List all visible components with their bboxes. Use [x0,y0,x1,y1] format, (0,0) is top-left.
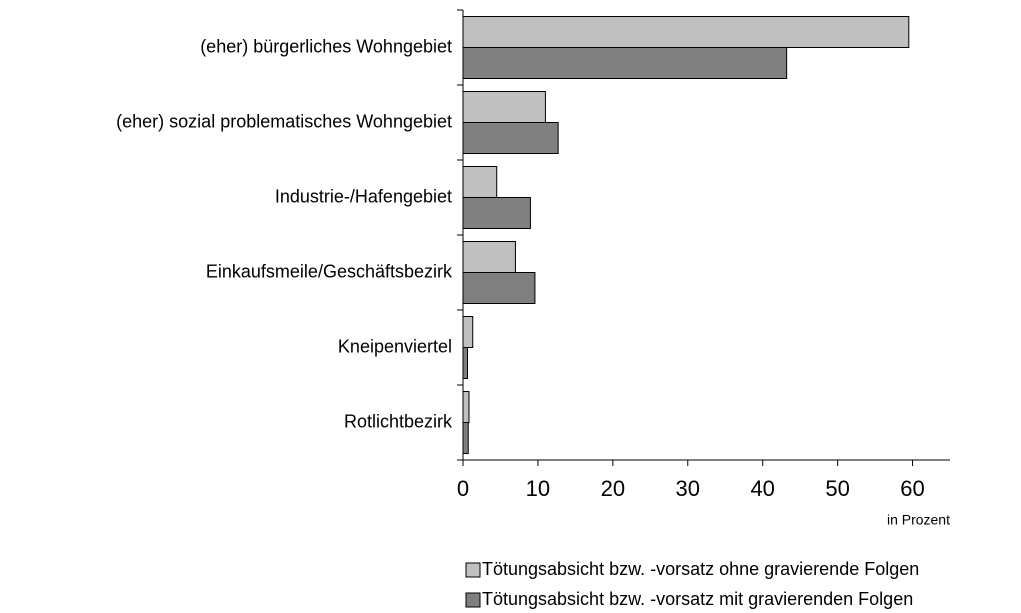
bar [462,122,559,154]
x-tick-label: 40 [750,476,774,501]
legend-swatch [465,592,481,608]
bar [462,347,468,379]
bar [462,166,498,198]
x-tick-label: 0 [457,476,469,501]
legend-label: Tötungsabsicht bzw. -vorsatz mit gravier… [482,589,913,609]
bar [462,16,910,48]
x-tick-label: 50 [825,476,849,501]
x-axis-label: in Prozent [887,512,950,528]
legend-label: Tötungsabsicht bzw. -vorsatz ohne gravie… [482,559,919,579]
bar [462,391,470,423]
bar [462,422,469,454]
bar [462,91,546,123]
y-tick-label: Einkaufsmeile/Geschäftsbezirk [206,261,453,281]
bar [462,197,531,229]
x-tick-label: 10 [526,476,550,501]
x-tick-label: 30 [676,476,700,501]
legend-swatch [465,562,481,578]
bar [462,316,474,348]
x-tick-label: 60 [900,476,924,501]
y-tick-label: Kneipenviertel [338,336,452,356]
bar [462,272,536,304]
x-tick-label: 20 [601,476,625,501]
bar [462,47,788,79]
y-tick-label: Industrie-/Hafengebiet [275,186,452,206]
y-tick-label: Rotlichtbezirk [344,411,453,431]
y-tick-label: (eher) sozial problematisches Wohngebiet [116,111,452,131]
y-tick-label: (eher) bürgerliches Wohngebiet [200,36,452,56]
bar [462,241,516,273]
